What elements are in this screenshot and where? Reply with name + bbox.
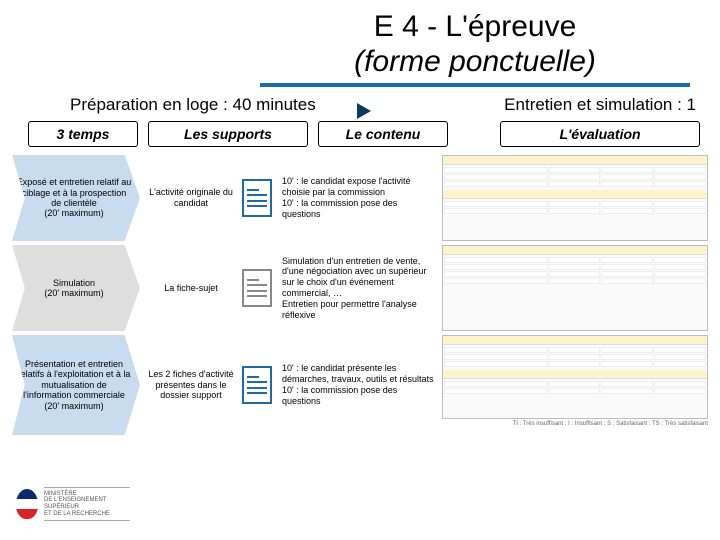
title-line2: (forme ponctuelle) bbox=[260, 45, 690, 80]
column-headers: 3 temps Les supports Le contenu L'évalua… bbox=[28, 121, 700, 147]
evaluation-sheet-1 bbox=[442, 155, 708, 241]
phase-2-support: La fiche-sujet bbox=[146, 283, 236, 294]
ministry-logo: Ministère de l'Enseignement supérieur et… bbox=[16, 480, 136, 528]
title-line1: E 4 - L'épreuve bbox=[260, 10, 690, 45]
phase-3-label: Présentation et entretien relatifs à l'e… bbox=[16, 359, 132, 411]
evaluation-legend: TI : Très insuffisant ; I : Insuffisant … bbox=[442, 419, 708, 427]
arrow-right-icon bbox=[357, 103, 371, 119]
phase-1-label: Exposé et entretien relatif au ciblage e… bbox=[16, 177, 132, 218]
col-3temps: 3 temps bbox=[28, 121, 138, 147]
col-contenu: Le contenu bbox=[318, 121, 448, 147]
content-grid: Exposé et entretien relatif au ciblage e… bbox=[12, 155, 708, 435]
title-block: E 4 - L'épreuve (forme ponctuelle) bbox=[260, 0, 690, 87]
col-evaluation: L'évaluation bbox=[500, 121, 700, 147]
interview-time: Entretien et simulation : 1 bbox=[504, 95, 696, 115]
phase-2-content: Simulation d'un entretien de vente, d'un… bbox=[282, 256, 436, 321]
france-flag-icon bbox=[16, 489, 38, 519]
prep-time: Préparation en loge : 40 minutes bbox=[70, 95, 504, 115]
document-icon bbox=[242, 269, 272, 307]
subhead-row: Préparation en loge : 40 minutes Entreti… bbox=[0, 95, 720, 115]
phase-1-support: L'activité originale du candidat bbox=[146, 187, 236, 209]
phase-1-content: 10' : le candidat expose l'activité choi… bbox=[282, 176, 436, 219]
phase-3-content: 10' : le candidat présente les démarches… bbox=[282, 363, 436, 406]
document-icon bbox=[242, 179, 272, 217]
col-supports: Les supports bbox=[148, 121, 308, 147]
phase-3-chevron: Présentation et entretien relatifs à l'e… bbox=[12, 335, 140, 435]
evaluation-sheet-3: TI : Très insuffisant ; I : Insuffisant … bbox=[442, 335, 708, 435]
phase-1-chevron: Exposé et entretien relatif au ciblage e… bbox=[12, 155, 140, 241]
phase-3-support: Les 2 fiches d'activité présentes dans l… bbox=[146, 369, 236, 401]
ministry-text: Ministère de l'Enseignement supérieur et… bbox=[44, 487, 130, 521]
phase-2-chevron: Simulation (20' maximum) bbox=[12, 245, 140, 331]
document-icon bbox=[242, 366, 272, 404]
phase-2-label: Simulation (20' maximum) bbox=[44, 278, 103, 299]
evaluation-sheet-2 bbox=[442, 245, 708, 331]
